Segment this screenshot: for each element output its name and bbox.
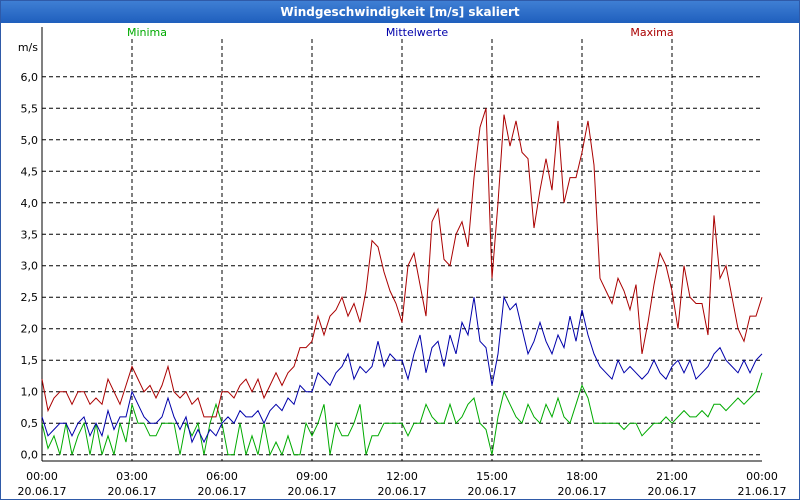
series-lines [41,108,763,457]
y-tick-label: 1,5 [21,354,39,367]
y-tick-label: 1,0 [21,386,39,399]
y-axis-unit: m/s [18,41,38,54]
legend-label-mittelwerte: Mittelwerte [386,26,449,39]
y-tick-label: 0,5 [21,417,39,430]
x-tick-date: 20.06.17 [468,485,517,498]
x-tick-date: 20.06.17 [288,485,337,498]
grid-lines [42,39,762,461]
y-tick-label: 6,0 [21,71,39,84]
x-tick-time: 00:00 [746,470,778,483]
series-line-minima [41,372,763,457]
y-tick-label: 5,5 [21,102,39,115]
y-tick-label: 2,5 [21,291,39,304]
y-tick-label: 5,0 [21,134,39,147]
x-tick-date: 20.06.17 [378,485,427,498]
x-tick-time: 03:00 [116,470,148,483]
x-tick-time: 09:00 [296,470,328,483]
legend: Minima Mittelwerte Maxima [127,26,674,39]
x-tick-date: 20.06.17 [648,485,697,498]
y-tick-label: 4,5 [21,165,39,178]
x-tick-date: 21.06.17 [738,485,787,498]
y-tick-label: 0,0 [21,449,39,462]
x-tick-date: 20.06.17 [108,485,157,498]
series-line-mittelwerte [41,295,763,444]
x-tick-time: 06:00 [206,470,238,483]
y-tick-label: 3,5 [21,228,39,241]
x-tick-time: 21:00 [656,470,688,483]
y-tick-label: 3,0 [21,260,39,273]
axes [41,27,762,462]
x-tick-date: 20.06.17 [558,485,607,498]
window-title: Windgeschwindigkeit [m/s] skaliert [1,1,799,23]
x-tick-date: 20.06.17 [18,485,67,498]
series-line-maxima [41,108,763,418]
legend-label-minima: Minima [127,26,167,39]
x-tick-time: 15:00 [476,470,508,483]
y-tick-label: 2,0 [21,323,39,336]
legend-label-maxima: Maxima [630,26,673,39]
axis-labels: 0,0 0,5 1,0 1,5 2,0 2,5 3,0 3,5 4,0 4,5 5,0 5,5 6,0 m… [18,41,787,498]
x-tick-date: 20.06.17 [198,485,247,498]
x-tick-time: 12:00 [386,470,418,483]
x-tick-time: 00:00 [26,470,58,483]
x-tick-time: 18:00 [566,470,598,483]
y-tick-label: 4,0 [21,197,39,210]
